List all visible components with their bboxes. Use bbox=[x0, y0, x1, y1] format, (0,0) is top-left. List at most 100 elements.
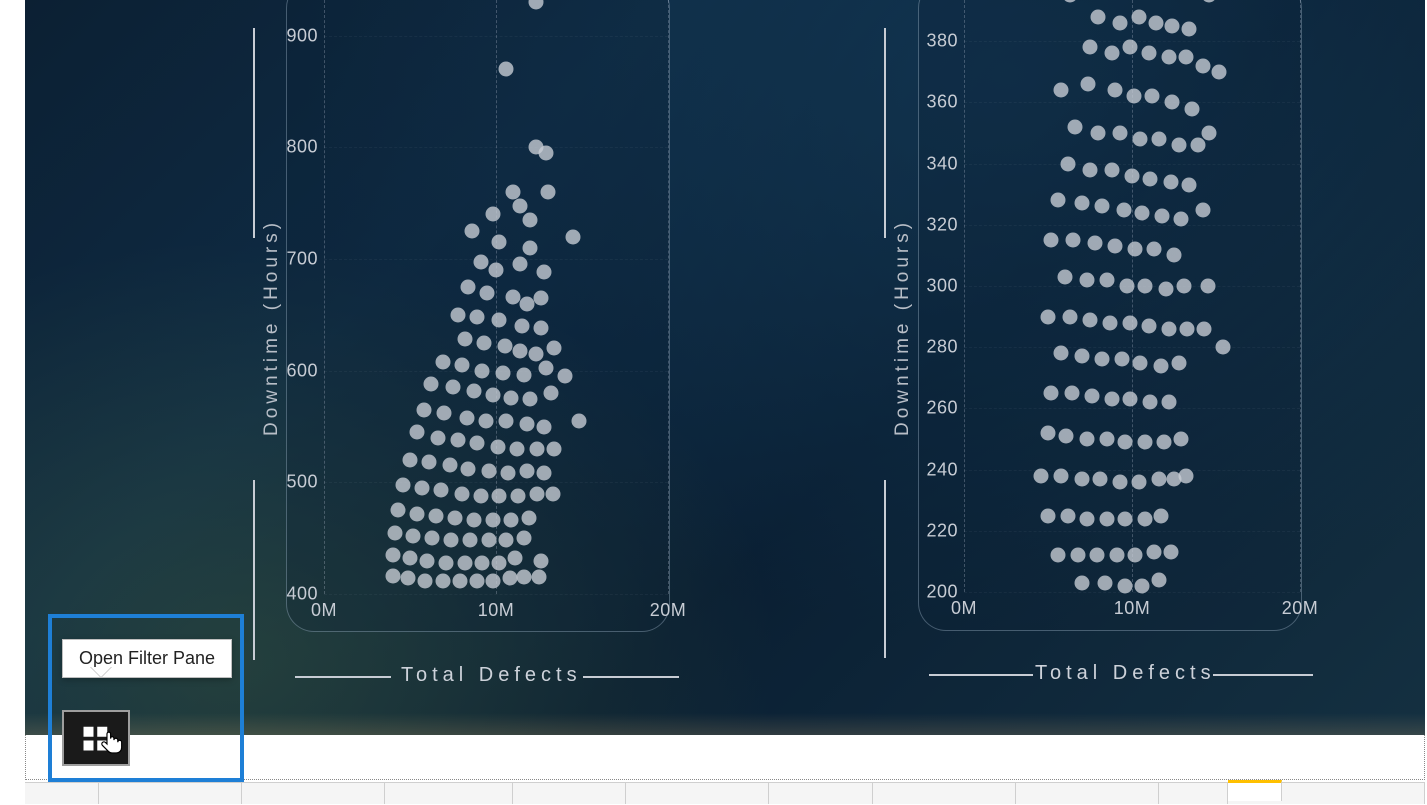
open-filter-pane-button[interactable] bbox=[62, 710, 130, 766]
scatter-point bbox=[444, 533, 459, 548]
gridline-horizontal bbox=[324, 259, 668, 260]
gridline-horizontal bbox=[964, 470, 1300, 471]
scatter-point bbox=[1190, 138, 1205, 153]
y-axis-rule-bottom-left bbox=[253, 480, 255, 660]
scatter-point bbox=[1145, 89, 1160, 104]
scatter-point bbox=[537, 419, 552, 434]
scatter-point bbox=[1119, 279, 1134, 294]
gridline-horizontal bbox=[964, 347, 1300, 348]
page-tab-strip[interactable] bbox=[25, 782, 1425, 804]
page-tab[interactable] bbox=[25, 783, 99, 804]
y-tick-label: 600 bbox=[268, 360, 318, 381]
scatter-point bbox=[485, 573, 500, 588]
scatter-point bbox=[418, 573, 433, 588]
x-tick-label: 10M bbox=[478, 600, 515, 621]
page-tab[interactable] bbox=[626, 783, 769, 804]
scatter-point bbox=[1173, 432, 1188, 447]
scatter-point bbox=[1161, 321, 1176, 336]
scatter-point bbox=[1180, 321, 1195, 336]
scatter-point bbox=[1066, 233, 1081, 248]
scatter-point bbox=[1041, 508, 1056, 523]
scatter-point bbox=[547, 441, 562, 456]
x-tick-label: 0M bbox=[311, 600, 337, 621]
x-tick-label: 20M bbox=[650, 600, 687, 621]
scatter-point bbox=[499, 413, 514, 428]
scatter-point bbox=[1151, 572, 1166, 587]
scatter-point bbox=[1118, 511, 1133, 526]
scatter-point bbox=[430, 430, 445, 445]
x-axis-title-right: Total Defects bbox=[1035, 662, 1216, 685]
scatter-point bbox=[1172, 355, 1187, 370]
scatter-point bbox=[1123, 315, 1138, 330]
scatter-point bbox=[433, 483, 448, 498]
scatter-point bbox=[1153, 358, 1168, 373]
scatter-point bbox=[1059, 428, 1074, 443]
scatter-point bbox=[387, 525, 402, 540]
page-tab[interactable] bbox=[242, 783, 385, 804]
page-tab[interactable] bbox=[1228, 780, 1282, 801]
gridline-horizontal bbox=[324, 594, 668, 595]
scatter-point bbox=[1089, 548, 1104, 563]
scatter-point bbox=[485, 388, 500, 403]
page-tab[interactable] bbox=[1159, 783, 1228, 804]
scatter-point bbox=[1098, 575, 1113, 590]
scatter-point bbox=[1131, 9, 1146, 24]
scatter-point bbox=[435, 354, 450, 369]
scatter-point bbox=[466, 513, 481, 528]
scatter-point bbox=[1202, 126, 1217, 141]
scatter-point bbox=[1200, 279, 1215, 294]
scatter-point bbox=[470, 436, 485, 451]
scatter-point bbox=[1062, 309, 1077, 324]
page-tab[interactable] bbox=[99, 783, 242, 804]
scatter-point bbox=[390, 503, 405, 518]
scatter-point bbox=[492, 235, 507, 250]
page-tab[interactable] bbox=[1282, 783, 1425, 804]
y-axis-rule-top-left bbox=[253, 28, 255, 238]
y-tick-label: 220 bbox=[908, 520, 958, 541]
scatter-point bbox=[482, 533, 497, 548]
gridline-vertical bbox=[324, 0, 325, 594]
scatter-point bbox=[1165, 95, 1180, 110]
scatter-point bbox=[1081, 77, 1096, 92]
scatter-point bbox=[435, 573, 450, 588]
scatter-point bbox=[523, 391, 538, 406]
page-tab[interactable] bbox=[873, 783, 1016, 804]
scatter-point bbox=[1079, 511, 1094, 526]
scatter-point bbox=[1182, 178, 1197, 193]
x-axis-rule-r-right bbox=[1213, 674, 1313, 676]
scatter-point bbox=[478, 413, 493, 428]
scatter-point bbox=[537, 265, 552, 280]
scatter-point bbox=[425, 531, 440, 546]
scatter-point bbox=[519, 417, 534, 432]
page-tab[interactable] bbox=[769, 783, 873, 804]
scatter-point bbox=[1074, 196, 1089, 211]
gridline-horizontal bbox=[964, 592, 1300, 593]
scatter-point bbox=[514, 319, 529, 334]
scatter-point bbox=[1123, 40, 1138, 55]
scatter-point bbox=[1054, 346, 1069, 361]
y-axis-rule-bottom-right bbox=[884, 480, 886, 658]
page-tab[interactable] bbox=[385, 783, 513, 804]
scatter-point bbox=[1044, 233, 1059, 248]
scatter-point bbox=[1138, 279, 1153, 294]
scatter-point bbox=[1108, 239, 1123, 254]
scatter-point bbox=[1091, 126, 1106, 141]
scatter-point bbox=[545, 486, 560, 501]
page-tab[interactable] bbox=[513, 783, 626, 804]
gridline-vertical bbox=[964, 0, 965, 592]
scatter-point bbox=[1165, 18, 1180, 33]
gridline-horizontal bbox=[964, 531, 1300, 532]
scatter-point bbox=[506, 290, 521, 305]
scatter-point bbox=[1118, 578, 1133, 593]
scatter-point bbox=[1088, 236, 1103, 251]
gridline-horizontal bbox=[964, 164, 1300, 165]
scatter-point bbox=[1123, 392, 1138, 407]
scatter-point bbox=[1141, 46, 1156, 61]
scatter-point bbox=[492, 488, 507, 503]
page-tab[interactable] bbox=[1016, 783, 1159, 804]
scatter-point bbox=[454, 486, 469, 501]
scatter-point bbox=[499, 62, 514, 77]
y-tick-label: 340 bbox=[908, 153, 958, 174]
y-tick-label: 800 bbox=[268, 137, 318, 158]
scatter-point bbox=[1153, 508, 1168, 523]
